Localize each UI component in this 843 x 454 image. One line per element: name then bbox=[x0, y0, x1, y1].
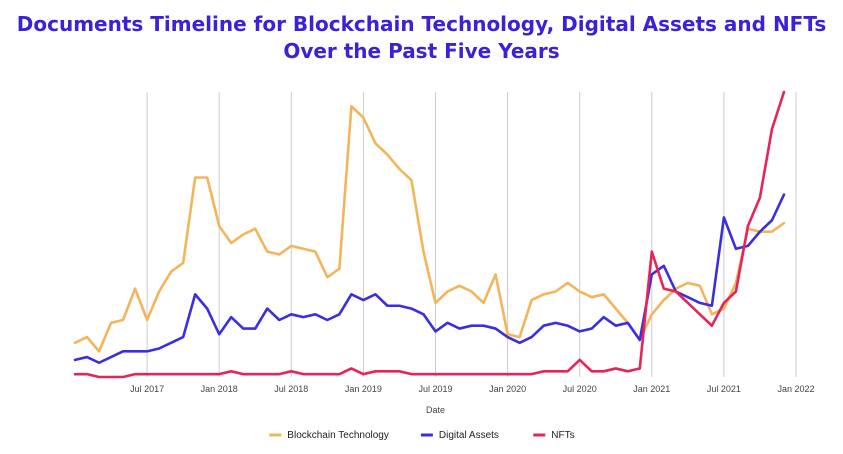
x-tick-label: Jan 2020 bbox=[489, 384, 526, 394]
x-axis-title: Date bbox=[426, 405, 445, 415]
chart-title-line-1: Documents Timeline for Blockchain Techno… bbox=[16, 12, 827, 36]
x-tick-label: Jul 2021 bbox=[707, 384, 741, 394]
x-tick-label: Jul 2019 bbox=[418, 384, 452, 394]
legend-label[interactable]: NFTs bbox=[551, 430, 574, 441]
series-line-nfts bbox=[73, 90, 786, 379]
chart-title-line-2: Over the Past Five Years bbox=[283, 39, 560, 63]
series-line-blockchain bbox=[73, 104, 786, 353]
x-tick-label: Jan 2021 bbox=[633, 384, 670, 394]
x-tick-label: Jul 2017 bbox=[130, 384, 164, 394]
x-tick-label: Jan 2022 bbox=[777, 384, 814, 394]
gridlines bbox=[146, 92, 797, 377]
x-axis: Jul 2017 Jan 2018 Jul 2018 Jan 2019 Jul 2019… bbox=[130, 384, 814, 415]
x-tick-label: Jan 2018 bbox=[201, 384, 238, 394]
x-tick-label: Jul 2018 bbox=[274, 384, 308, 394]
x-tick-label: Jul 2020 bbox=[563, 384, 597, 394]
legend-label[interactable]: Digital Assets bbox=[439, 430, 499, 441]
x-tick-label: Jan 2019 bbox=[345, 384, 382, 394]
series-line-digital bbox=[73, 193, 786, 365]
legend-label[interactable]: Blockchain Technology bbox=[287, 430, 389, 441]
legend: Blockchain Technology Digital Assets NFTs bbox=[269, 430, 575, 441]
series-lines bbox=[73, 90, 786, 379]
